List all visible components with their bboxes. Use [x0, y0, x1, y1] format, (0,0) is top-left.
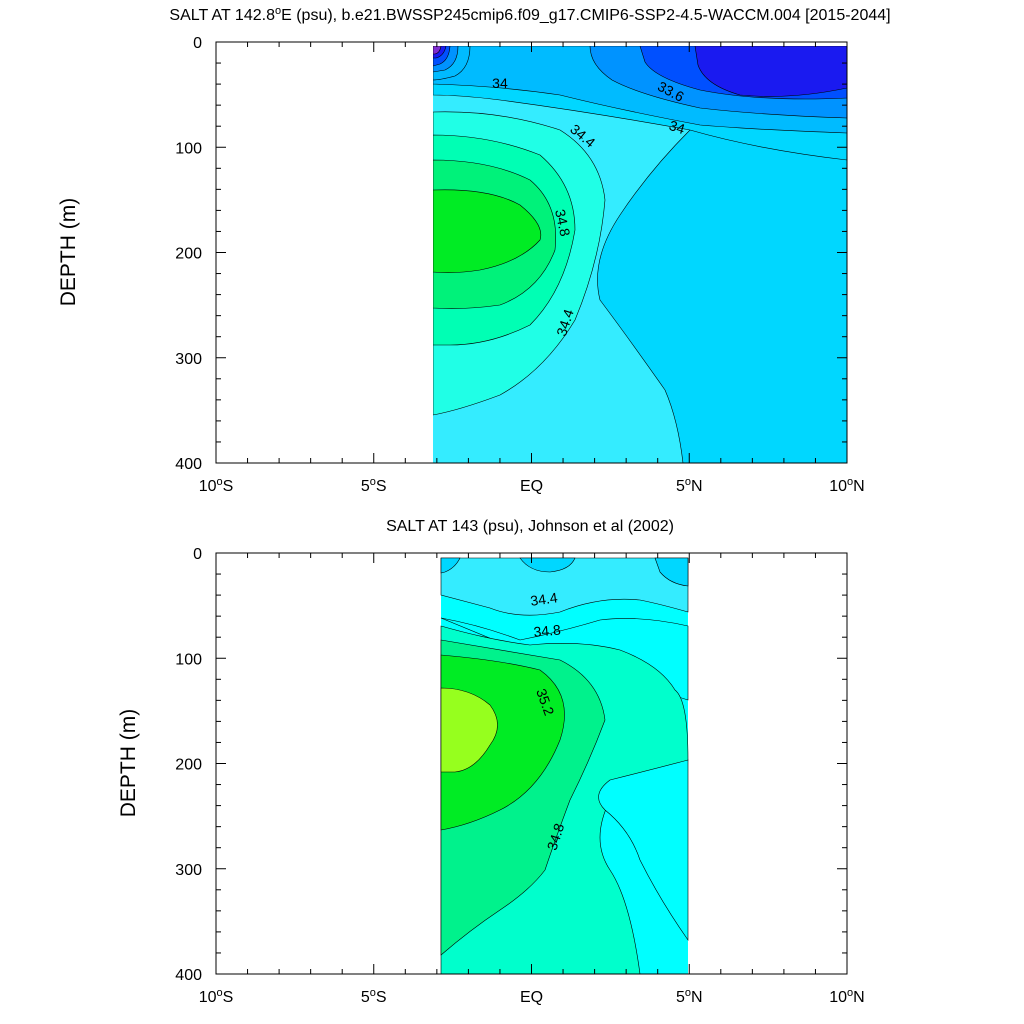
top-x-tick-label: 10oN	[829, 476, 864, 495]
bottom-axes: 10oS 5oS EQ 5oN 10oN 0 100 200 300 400	[175, 546, 864, 1006]
top-y-tick-label: 200	[175, 246, 202, 263]
bottom-x-tick-label: 10oS	[199, 987, 234, 1006]
top-x-tick-label: EQ	[520, 478, 543, 495]
bottom-fill-35-4	[440, 687, 498, 773]
top-salinity-field	[433, 46, 847, 463]
bottom-y-tick-label: 100	[175, 651, 202, 668]
bottom-fill-34-4	[440, 557, 689, 616]
bottom-y-tick-label: 400	[175, 967, 202, 984]
bottom-contour-label: 34.8	[533, 621, 562, 639]
top-x-tick-label: 10oS	[199, 476, 234, 495]
top-x-tick-label: 5oN	[676, 476, 703, 495]
bottom-salinity-field	[440, 557, 689, 975]
bottom-x-tick-label: 5oN	[676, 987, 703, 1006]
bottom-x-tick-label: 5oS	[361, 987, 387, 1006]
bottom-y-axis-label: DEPTH (m)	[117, 709, 140, 818]
top-x-tick-label: 5oS	[361, 476, 387, 495]
bottom-fill-eastern-tongue	[598, 759, 689, 941]
top-y-tick-label: 0	[193, 35, 202, 52]
top-fill-west-33-2	[433, 46, 442, 55]
top-contour-label: 34.8	[552, 208, 573, 238]
bottom-panel: SALT AT 143 (psu), Johnson et al (2002) …	[117, 518, 865, 1006]
bottom-contour-label: 34.4	[529, 589, 558, 609]
top-panel-title: SALT AT 142.8oE (psu), b.e21.BWSSP245cmi…	[169, 5, 890, 24]
top-fill-33-4	[694, 46, 847, 97]
bottom-panel-title: SALT AT 143 (psu), Johnson et al (2002)	[386, 518, 674, 535]
bottom-fill-34-2-mid	[519, 557, 576, 573]
bottom-y-tick-label: 0	[193, 546, 202, 563]
bottom-fill-34-2-east	[654, 557, 689, 587]
bottom-y-tick-label: 200	[175, 757, 202, 774]
bottom-fill-34-2-west	[440, 557, 461, 574]
top-y-axis-label: DEPTH (m)	[57, 198, 80, 307]
top-contour-label: 34	[667, 117, 687, 137]
top-y-tick-label: 300	[175, 351, 202, 368]
top-fill-35-2	[433, 189, 542, 273]
top-axes: 10oS 5oS EQ 5oN 10oN 0 100 200 300 400	[175, 35, 864, 495]
top-y-tick-label: 400	[175, 456, 202, 473]
top-contour-label: 34	[492, 75, 508, 91]
bottom-x-tick-label: EQ	[520, 989, 543, 1006]
top-fill-34-2	[597, 119, 847, 463]
bottom-y-tick-label: 300	[175, 862, 202, 879]
top-y-tick-label: 100	[175, 140, 202, 157]
top-panel: SALT AT 142.8oE (psu), b.e21.BWSSP245cmi…	[57, 5, 891, 495]
bottom-x-tick-label: 10oN	[829, 987, 864, 1006]
